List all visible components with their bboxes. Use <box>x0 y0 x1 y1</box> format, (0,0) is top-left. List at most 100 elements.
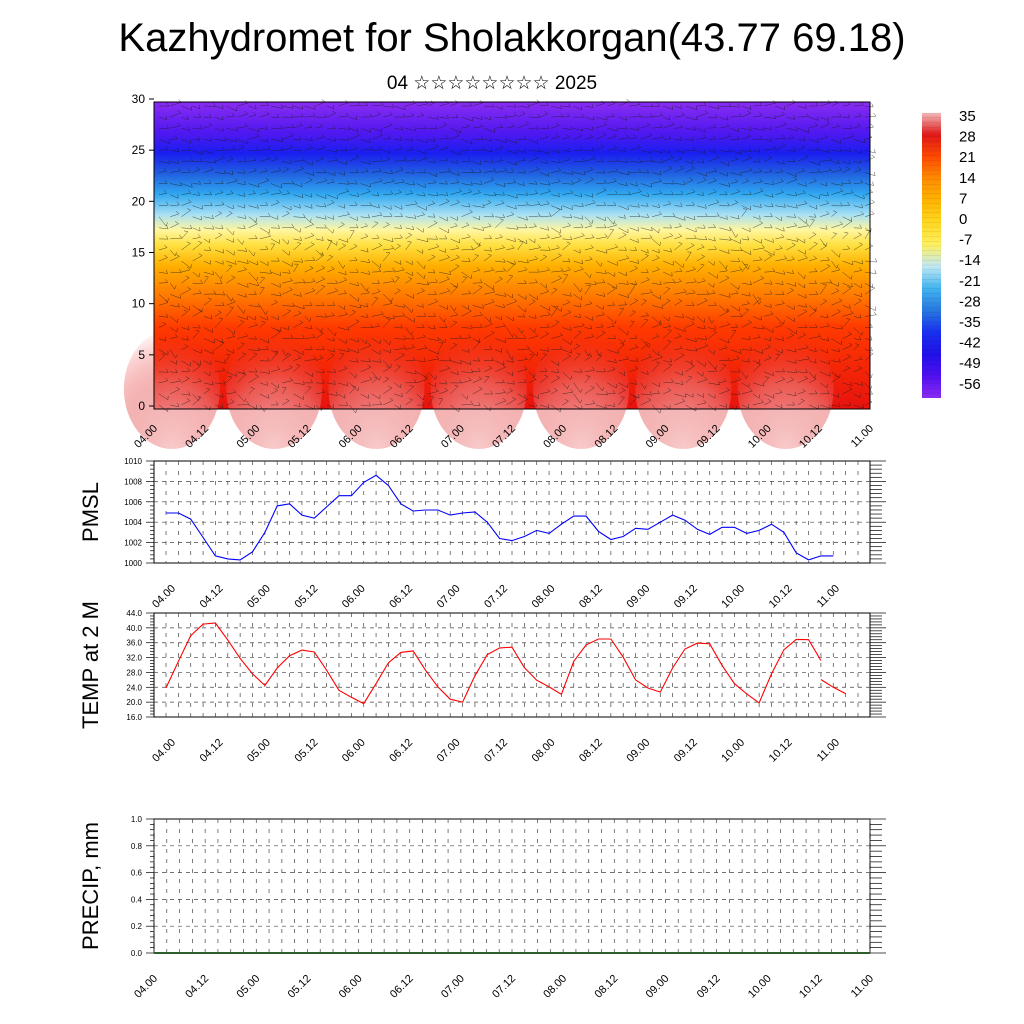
colorbar-label: -28 <box>959 293 981 310</box>
wind-barb-flag <box>321 236 324 241</box>
wind-barb-flag <box>221 201 225 205</box>
wind-barb <box>685 251 692 262</box>
wind-barb-flag <box>212 225 215 230</box>
wind-barb <box>439 124 447 129</box>
wind-barb-flag <box>817 333 821 337</box>
wind-barb-flag <box>794 392 797 396</box>
wind-barb-flag <box>534 255 538 260</box>
wind-barb <box>427 203 435 206</box>
wind-barb-flag <box>523 397 528 400</box>
wind-barb <box>640 172 649 174</box>
wind-barb <box>304 205 313 209</box>
wind-barb <box>472 338 480 343</box>
wind-barb <box>226 105 238 112</box>
wind-barb-flag <box>358 297 360 302</box>
wind-barb <box>539 370 548 373</box>
wind-barb-flag <box>380 127 383 132</box>
wind-barb-flag <box>321 265 325 269</box>
wind-barb-flag <box>648 148 651 153</box>
wind-barb <box>506 390 513 395</box>
wind-barb <box>663 364 673 372</box>
wind-barb <box>764 271 775 273</box>
wind-barb-flag <box>244 157 247 162</box>
wind-barb-flag <box>511 355 514 360</box>
wind-barb <box>214 271 222 280</box>
wind-barb-flag <box>545 331 549 335</box>
wind-barb <box>831 360 841 363</box>
wind-barb-flag <box>859 314 862 319</box>
wind-barb-flag <box>657 102 660 107</box>
wind-barb <box>282 349 287 357</box>
x-tick-label: 06.00 <box>340 737 368 765</box>
wind-barb-flag <box>401 178 405 183</box>
wind-barb <box>259 170 268 173</box>
wind-barb <box>674 354 685 361</box>
wind-barb-flag <box>603 201 607 206</box>
wind-barb <box>764 371 774 376</box>
wind-barb <box>327 216 334 220</box>
wind-barb-flag <box>422 333 426 338</box>
wind-barb-flag <box>746 300 750 304</box>
wind-barb <box>158 294 168 303</box>
wind-barb-flag <box>827 390 830 394</box>
wind-barb <box>495 219 504 228</box>
wind-barb <box>584 150 595 152</box>
wind-barb <box>394 327 403 329</box>
wind-barb-flag <box>580 288 583 293</box>
wind-barb <box>752 294 760 305</box>
wind-barb <box>607 404 615 407</box>
wind-barb <box>539 305 550 311</box>
wind-barb-flag <box>346 136 349 141</box>
wind-barb-flag <box>680 202 683 207</box>
wind-barb <box>270 216 279 220</box>
wind-barb-flag <box>824 134 828 138</box>
wind-barb <box>371 237 380 240</box>
wind-barb-flag <box>168 139 170 144</box>
wind-barb-flag <box>544 111 548 114</box>
wind-barb-flag <box>832 232 837 234</box>
temp-series-line <box>165 622 822 705</box>
wind-barb <box>551 306 559 317</box>
wind-barb-flag <box>389 300 393 304</box>
wind-barb-flag <box>365 339 368 344</box>
wind-barb-flag <box>435 388 439 392</box>
wind-barb-flag <box>266 101 269 106</box>
wind-barb <box>327 382 336 385</box>
wind-barb <box>506 294 513 299</box>
wind-barb-flag <box>836 266 841 270</box>
wind-barb-flag <box>452 320 457 323</box>
wind-barb <box>775 205 786 208</box>
wind-barb-flag <box>571 205 573 210</box>
wind-barb <box>293 105 303 110</box>
wind-barb <box>215 294 225 296</box>
wind-barb-flag <box>233 389 237 393</box>
wind-barb-flag <box>714 367 717 372</box>
wind-barb <box>472 216 480 221</box>
wind-barb <box>203 150 212 154</box>
wind-barb-flag <box>297 310 302 314</box>
x-tick-label: 08.00 <box>530 737 558 765</box>
wind-barb-flag <box>459 379 462 384</box>
wind-barb-flag <box>747 320 752 323</box>
wind-barb-flag <box>310 379 313 384</box>
wind-barb <box>237 227 246 229</box>
wind-barb <box>752 349 763 354</box>
wind-barb-flag <box>812 308 817 311</box>
wind-barb <box>551 305 562 312</box>
wind-barb <box>831 404 841 407</box>
wind-barb <box>237 371 245 374</box>
wind-barb-flag <box>367 364 372 368</box>
wind-barb-flag <box>524 266 528 271</box>
wind-barb <box>719 249 730 254</box>
wind-barb-flag <box>333 368 337 373</box>
wind-barb-flag <box>334 156 338 161</box>
wind-barb <box>192 183 201 185</box>
wind-barb-flag <box>794 282 797 287</box>
wind-barb <box>562 116 570 118</box>
wind-barb-flag <box>164 336 167 341</box>
wind-barb <box>808 305 816 312</box>
wind-barb <box>584 247 594 251</box>
wind-barb <box>427 327 436 330</box>
wind-barb-flag <box>257 281 259 286</box>
wind-barb <box>573 127 583 132</box>
